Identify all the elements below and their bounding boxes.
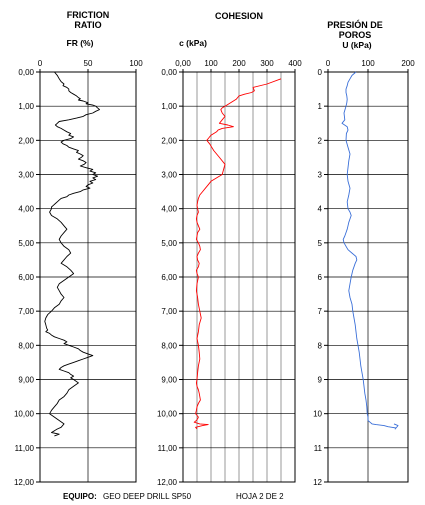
chart-3-x-tick-label: 200 xyxy=(401,59,415,68)
chart-3-y-tick-label: 1 xyxy=(318,102,323,111)
chart-3-plot-frame xyxy=(327,71,409,483)
chart-3-title-line: POROS xyxy=(339,30,372,40)
chart-3-y-tick-label: 2 xyxy=(318,136,323,145)
chart-2-y-tick-label: 8,00 xyxy=(161,341,177,350)
chart-2-y-tick-label: 3,00 xyxy=(161,171,177,180)
chart-2-x-tick-label: 100 xyxy=(204,59,218,68)
chart-1-title-line: RATIO xyxy=(74,20,101,30)
chart-3-x-axis-label: U (kPa) xyxy=(342,40,371,50)
chart-3-x-tick-label: 100 xyxy=(361,59,375,68)
chart-1-series-line xyxy=(44,71,100,437)
footer-equipo-label: EQUIPO: xyxy=(63,492,97,501)
chart-2-x-tick-label: 300 xyxy=(260,59,274,68)
chart-2-y-tick-label: 5,00 xyxy=(161,239,177,248)
chart-1-x-axis-label: FR (%) xyxy=(67,38,94,48)
chart-3-y-tick-label: 9 xyxy=(318,376,323,385)
chart-2-plot-frame xyxy=(182,71,296,483)
chart-2-title-line: COHESION xyxy=(215,11,263,21)
chart-1-y-tick-label: 1,00 xyxy=(18,102,34,111)
chart-1-x-tick-label: 50 xyxy=(84,59,93,68)
chart-1-title-line: FRICTION xyxy=(67,10,110,20)
chart-2-y-tick-label: 9,00 xyxy=(161,376,177,385)
chart-1-plot-frame xyxy=(39,71,137,483)
chart-1-y-tick-label: 9,00 xyxy=(18,376,34,385)
chart-3-series-line xyxy=(341,71,399,430)
chart-3-y-tick-label: 3 xyxy=(318,171,323,180)
chart-1-y-tick-label: 6,00 xyxy=(18,273,34,282)
chart-2-x-tick-label: 0,00 xyxy=(175,59,191,68)
chart-3-y-tick-label: 6 xyxy=(318,273,323,282)
chart-1-y-tick-label: 8,00 xyxy=(18,341,34,350)
chart-2-y-tick-label: 11,00 xyxy=(158,444,178,453)
chart-3-y-tick-label: 10 xyxy=(313,410,322,419)
chart-1-y-tick-label: 5,00 xyxy=(18,239,34,248)
chart-2-x-axis-label: c (kPa) xyxy=(179,38,207,48)
chart-1-y-tick-label: 4,00 xyxy=(18,205,34,214)
chart-1-y-tick-label: 10,00 xyxy=(14,410,35,419)
chart-2-y-tick-label: 0,00 xyxy=(161,68,177,77)
chart-1-x-tick-label: 0 xyxy=(38,59,43,68)
chart-1-y-tick-label: 12,00 xyxy=(14,478,35,487)
chart-3-y-tick-label: 4 xyxy=(318,205,323,214)
footer-sheet-number: HOJA 2 DE 2 xyxy=(236,492,284,501)
chart-3-y-tick-label: 0 xyxy=(318,68,323,77)
chart-3-x-tick-label: 0 xyxy=(326,59,331,68)
chart-1-y-tick-label: 3,00 xyxy=(18,171,34,180)
chart-2-y-tick-label: 4,00 xyxy=(161,205,177,214)
chart-2-series-line xyxy=(193,78,282,430)
chart-3-y-tick-label: 12 xyxy=(313,478,322,487)
chart-3-y-tick-label: 7 xyxy=(318,307,323,316)
chart-2-y-tick-label: 10,00 xyxy=(157,410,178,419)
chart-1-y-tick-label: 7,00 xyxy=(18,307,34,316)
footer-equipo-value: GEO DEEP DRILL SP50 xyxy=(103,492,192,501)
chart-2-y-tick-label: 6,00 xyxy=(161,273,177,282)
chart-3-title-line: PRESIÓN DE xyxy=(327,19,383,30)
chart-3-y-tick-label: 11 xyxy=(314,444,323,453)
chart-1-y-tick-label: 0,00 xyxy=(18,68,34,77)
chart-2-x-tick-label: 200 xyxy=(232,59,246,68)
chart-2-y-tick-label: 7,00 xyxy=(161,307,177,316)
chart-2-y-tick-label: 12,00 xyxy=(157,478,178,487)
chart-2-x-tick-label: 400 xyxy=(288,59,302,68)
chart-3-y-tick-label: 5 xyxy=(318,239,323,248)
chart-2-y-tick-label: 1,00 xyxy=(161,102,177,111)
chart-1-y-tick-label: 2,00 xyxy=(18,136,34,145)
chart-1-x-tick-label: 100 xyxy=(129,59,143,68)
chart-1-y-tick-label: 11,00 xyxy=(15,444,35,453)
chart-3-y-tick-label: 8 xyxy=(318,341,323,350)
chart-2-y-tick-label: 2,00 xyxy=(161,136,177,145)
